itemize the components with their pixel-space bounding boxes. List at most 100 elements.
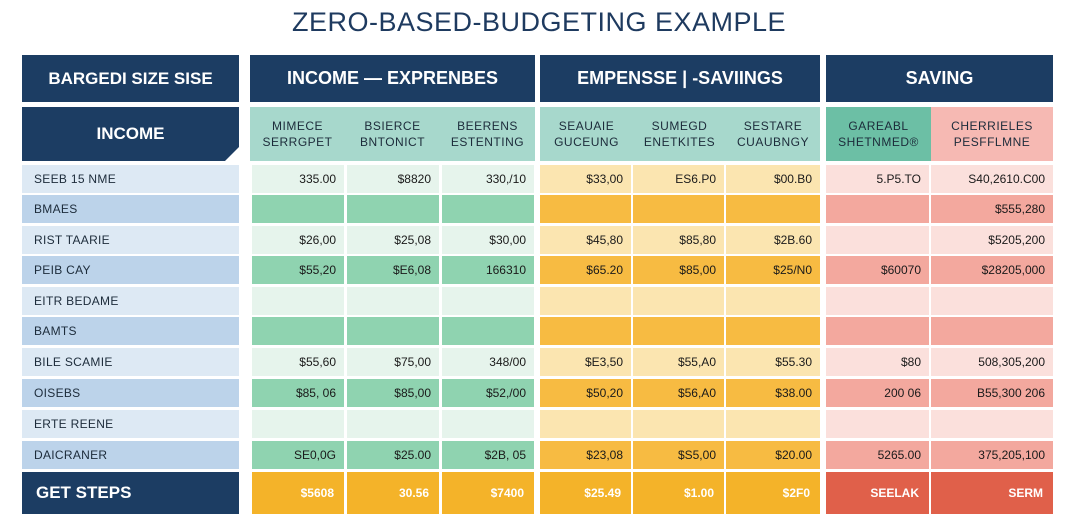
expense-subheader-2: SUMEGD ENETKITES	[633, 107, 726, 161]
table-cell: 375,205,100	[931, 441, 1053, 469]
table-cell	[347, 317, 439, 345]
table-cell	[252, 287, 344, 315]
table-cell: $2B, 05	[442, 441, 534, 469]
table-cell: $80	[826, 348, 929, 376]
row-label: PEIB CAY	[22, 256, 239, 284]
table-cell: 335.00	[252, 165, 344, 193]
table-cell: 5265.00	[826, 441, 929, 469]
table-cell: $25/N0	[726, 256, 820, 284]
income-subheader-3-line-1: BEERENS	[457, 119, 518, 133]
income-section-label: INCOME	[22, 107, 239, 161]
table-cell	[726, 410, 820, 438]
table-cell: $60070	[826, 256, 929, 284]
table-cell: $23,08	[540, 441, 631, 469]
saving-subheader-2-line-1: CHERRIELES	[951, 119, 1033, 133]
expense-subheader-1: SEAUAIE GUCEUNG	[540, 107, 633, 161]
row-label: SEEB 15 NME	[22, 165, 239, 193]
table-cell: $2B.60	[726, 226, 820, 254]
income-subheader-3: BEERENS ESTENTING	[440, 107, 535, 161]
table-cell: $28205,000	[931, 256, 1053, 284]
table-cell: $E6,08	[347, 256, 439, 284]
expense-subheader-1-line-1: SEAUAIE	[558, 119, 615, 133]
table-cell	[442, 317, 534, 345]
table-cell: $555,280	[931, 195, 1053, 223]
table-cell: $45,80	[540, 226, 631, 254]
table-cell: $E3,50	[540, 348, 631, 376]
table-cell: $56,A0	[633, 379, 724, 407]
table-cell: 166310	[442, 256, 534, 284]
table-cell: $00.B0	[726, 165, 820, 193]
row-label: EITR BEDAME	[22, 287, 239, 315]
total-cell: $5608	[252, 472, 344, 514]
table-cell	[633, 410, 724, 438]
table-cell	[633, 317, 724, 345]
table-cell	[726, 317, 820, 345]
table-cell	[540, 195, 631, 223]
table-cell	[931, 287, 1053, 315]
expense-subheader-1-line-2: GUCEUNG	[554, 135, 619, 149]
table-cell: $85,00	[347, 379, 439, 407]
table-cell	[252, 317, 344, 345]
income-subheader-2-line-1: BSIERCE	[364, 119, 421, 133]
saving-subheader-2-line-2: PESFFLMNE	[953, 135, 1031, 149]
table-cell	[826, 287, 929, 315]
table-cell	[347, 287, 439, 315]
table-cell	[540, 410, 631, 438]
table-cell: 508,305,200	[931, 348, 1053, 376]
total-cell: $2F0	[726, 472, 820, 514]
table-cell: $38.00	[726, 379, 820, 407]
row-label: RIST TAARIE	[22, 226, 239, 254]
table-cell: $50,20	[540, 379, 631, 407]
table-cell: $20.00	[726, 441, 820, 469]
table-cell	[826, 195, 929, 223]
table-cell: $85,00	[633, 256, 724, 284]
table-cell: 200 06	[826, 379, 929, 407]
table-cell	[540, 317, 631, 345]
row-label: BAMTS	[22, 317, 239, 345]
total-cell: $1.00	[633, 472, 724, 514]
table-cell: $55,20	[252, 256, 344, 284]
income-subheader-3-line-2: ESTENTING	[450, 135, 525, 149]
table-cell: B55,300 206	[931, 379, 1053, 407]
table-cell: $55.30	[726, 348, 820, 376]
saving-subheader-1: GAREABL SHETNMED®	[826, 107, 931, 161]
table-cell: $65.20	[540, 256, 631, 284]
table-cell	[931, 410, 1053, 438]
income-subheader-1: MIMECE SERRGPET	[250, 107, 345, 161]
table-cell	[442, 410, 534, 438]
income-subheader-1-line-2: SERRGPET	[262, 135, 333, 149]
footer-label: GET STEPS	[22, 472, 239, 514]
table-cell: $25.00	[347, 441, 439, 469]
table-cell: $8820	[347, 165, 439, 193]
row-label: BILE SCAMIE	[22, 348, 239, 376]
expense-subheader-2-line-1: SUMEGD	[651, 119, 708, 133]
table-cell	[347, 195, 439, 223]
total-cell: $7400	[442, 472, 534, 514]
table-cell: $25,08	[347, 226, 439, 254]
table-cell: SE0,0G	[252, 441, 344, 469]
income-section-notch	[225, 147, 239, 161]
expense-subheader-2-line-2: ENETKITES	[643, 135, 716, 149]
table-cell: $33,00	[540, 165, 631, 193]
table-cell: $75,00	[347, 348, 439, 376]
table-cell: $30,00	[442, 226, 534, 254]
table-cell	[931, 317, 1053, 345]
saving-group-header: SAVING	[826, 55, 1053, 102]
table-cell	[826, 317, 929, 345]
income-subheader-1-line-1: MIMECE	[272, 119, 323, 133]
expense-subheader-3-line-1: SESTARE	[743, 119, 803, 133]
saving-subheader-2: CHERRIELES PESFFLMNE	[931, 107, 1053, 161]
income-subheader-2-line-2: BNTONICT	[359, 135, 426, 149]
expense-subheader-3-line-2: CUAUBNGY	[736, 135, 809, 149]
table-cell: 330,/10	[442, 165, 534, 193]
table-cell: $5205,200	[931, 226, 1053, 254]
total-cell: 30.56	[347, 472, 439, 514]
table-cell: $55,A0	[633, 348, 724, 376]
income-expenses-group-header: INCOME — EXPRENBES	[250, 55, 535, 102]
total-cell: SEELAK	[826, 472, 929, 514]
table-cell	[252, 410, 344, 438]
table-cell	[826, 410, 929, 438]
table-cell	[726, 195, 820, 223]
row-label: OISEBS	[22, 379, 239, 407]
total-cell: SERM	[931, 472, 1053, 514]
